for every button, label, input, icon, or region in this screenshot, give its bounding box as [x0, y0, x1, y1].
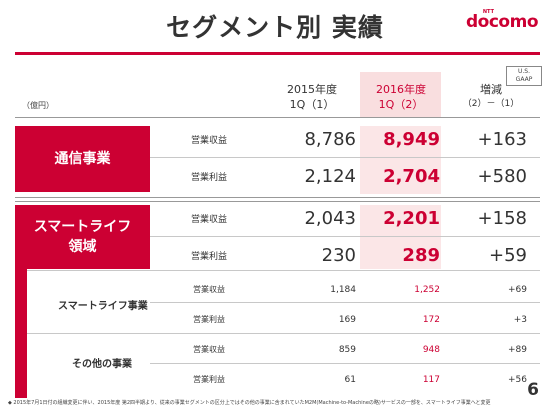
cell-fy2015: 8,786	[304, 129, 356, 150]
cell-fy2016: 289	[402, 245, 440, 266]
cell-change: +158	[477, 208, 527, 229]
smartlife-sidebar	[15, 269, 27, 398]
us-gaap-badge: U.S. GAAP	[506, 66, 542, 86]
subsegment-smartlife-business: スマートライフ事業	[58, 301, 148, 312]
cell-change: +3	[513, 315, 527, 325]
header-fy2016-year: 2016年度	[376, 83, 426, 96]
row-label: 営業収益	[190, 136, 227, 146]
header-fy2015-quarter: 1Q（1）	[289, 98, 335, 111]
cell-change: +59	[489, 245, 527, 266]
cell-change: +580	[477, 166, 527, 187]
highlight-telecom	[360, 126, 441, 194]
page-number: 6	[527, 380, 539, 400]
header-divider	[15, 117, 540, 118]
segment-smartlife-line2: 領域	[68, 239, 97, 255]
header-change: 増減 （2）－（1）	[455, 82, 527, 112]
section-divider	[15, 201, 540, 202]
cell-fy2016: 172	[422, 315, 440, 325]
row-label: 営業利益	[190, 252, 227, 262]
segment-smartlife-line1: スマートライフ	[33, 219, 132, 235]
logo-brand-text: docomo	[466, 12, 539, 32]
cell-change: +163	[477, 129, 527, 150]
cell-fy2015: 61	[344, 375, 356, 385]
section-divider	[15, 197, 540, 198]
logo-ntt-text: NTT	[482, 9, 494, 15]
row-divider	[150, 157, 540, 158]
header-change-label: 増減	[480, 83, 502, 96]
gaap-line-2: GAAP	[515, 76, 533, 83]
row-label: 営業利益	[193, 375, 225, 384]
page-title: セグメント別 実績	[166, 13, 384, 42]
cell-fy2016: 948	[422, 345, 440, 355]
cell-change: +56	[508, 375, 527, 385]
footnote: ◆ 2015年7月1日付の組織変更に伴い、2015年度 第2四半期より、従来の事…	[8, 400, 491, 406]
row-divider	[27, 270, 540, 271]
cell-fy2016: 117	[422, 375, 440, 385]
row-divider	[150, 302, 540, 303]
segment-smartlife: スマートライフ 領域	[15, 205, 150, 269]
highlight-smartlife	[360, 205, 441, 269]
gaap-line-1: U.S.	[517, 68, 530, 75]
cell-fy2015: 2,043	[304, 208, 356, 229]
title-underline	[15, 52, 540, 55]
header-fy2016-quarter: 1Q（2）	[378, 98, 424, 111]
cell-change: +69	[508, 285, 527, 295]
highlight-column-header	[360, 72, 441, 117]
subsegment-other-business: その他の事業	[72, 359, 132, 370]
cell-fy2016: 1,252	[414, 285, 440, 295]
cell-fy2015: 230	[321, 245, 356, 266]
header-fy2015-1q: 2015年度 1Q（1）	[268, 82, 356, 112]
row-divider	[150, 236, 540, 237]
docomo-logo: NTT docomo	[466, 9, 539, 32]
row-label: 営業利益	[190, 173, 227, 183]
cell-fy2016: 2,201	[383, 208, 440, 229]
row-label: 営業収益	[193, 345, 225, 354]
header-fy2015-year: 2015年度	[287, 83, 337, 96]
cell-fy2015: 169	[338, 315, 356, 325]
cell-change: +89	[508, 345, 527, 355]
cell-fy2016: 8,949	[383, 129, 440, 150]
row-label: 営業収益	[193, 285, 225, 294]
cell-fy2015: 1,184	[330, 285, 356, 295]
segment-telecom: 通信事業	[15, 126, 150, 192]
row-label: 営業利益	[193, 315, 225, 324]
cell-fy2016: 2,704	[383, 166, 440, 187]
row-label: 営業収益	[190, 215, 227, 225]
row-divider	[27, 333, 540, 334]
header-change-formula: （2）－（1）	[462, 99, 520, 109]
row-divider	[150, 363, 540, 364]
cell-fy2015: 859	[338, 345, 356, 355]
header-fy2016-1q: 2016年度 1Q（2）	[362, 82, 440, 112]
unit-label: （億円）	[22, 101, 54, 110]
cell-fy2015: 2,124	[304, 166, 356, 187]
